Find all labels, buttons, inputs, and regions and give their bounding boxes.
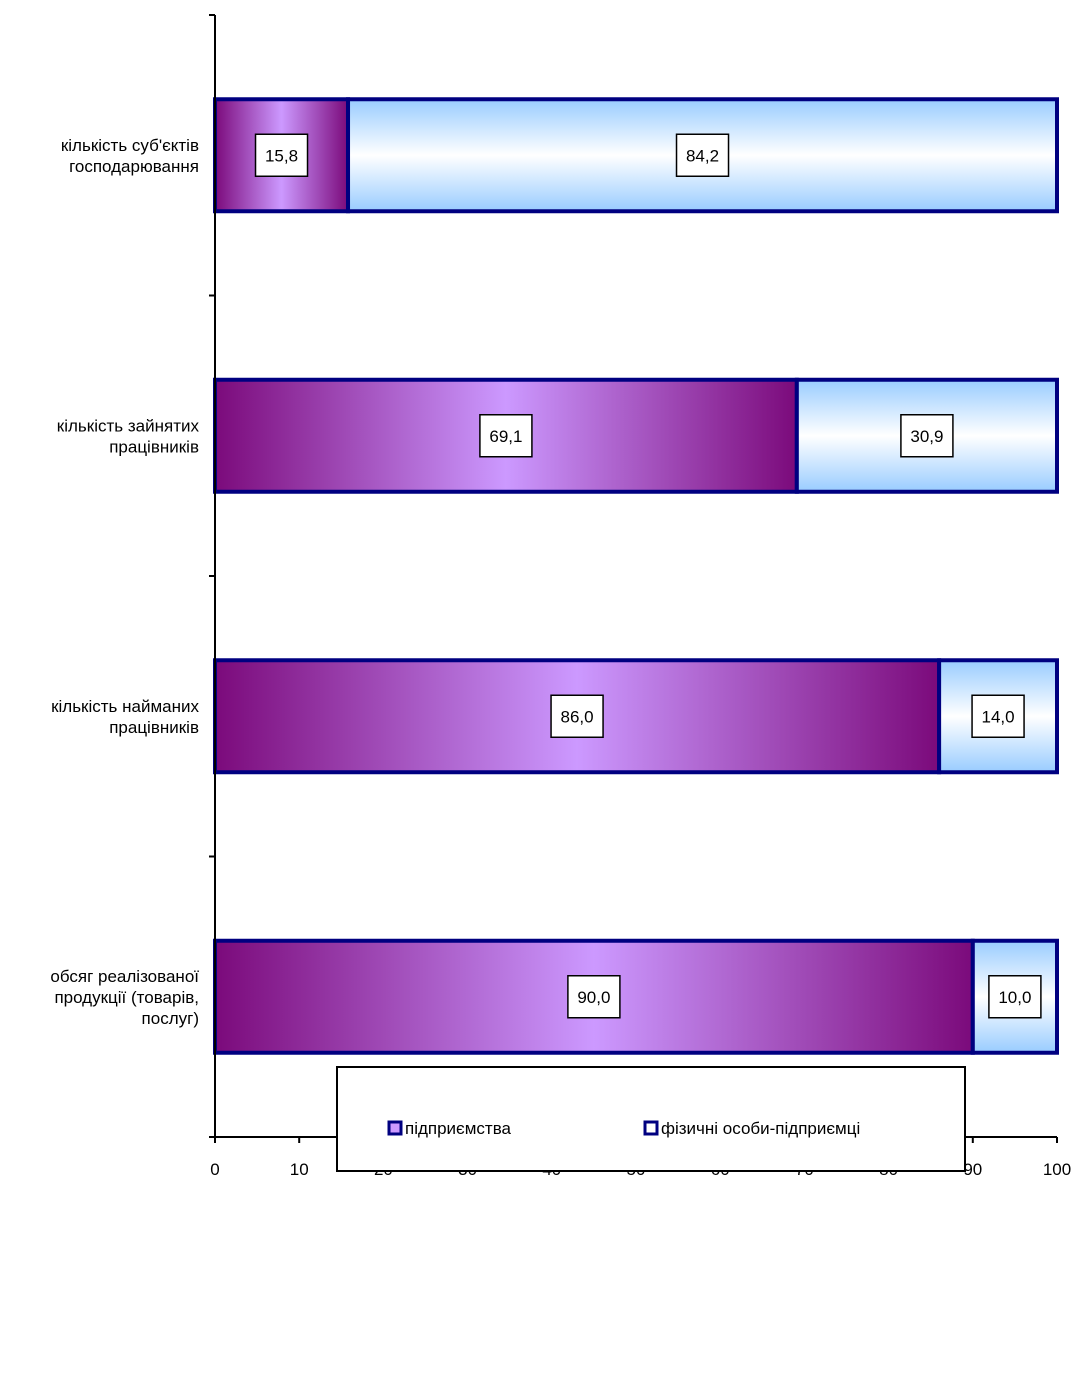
data-label: 86,0 xyxy=(561,707,594,726)
legend: підприємства фізичні особи-підприємці xyxy=(336,1066,966,1172)
data-label-box xyxy=(479,414,533,458)
category-label: кількість суб'єктів господарювання xyxy=(61,136,199,176)
legend-label-series-2: фізичні особи-підприємці xyxy=(661,1119,860,1138)
data-label: 15,8 xyxy=(265,146,298,165)
category-labels: кількість суб'єктів господарюваннякількіс… xyxy=(50,136,199,1028)
data-label-box xyxy=(900,414,954,458)
data-label: 10,0 xyxy=(998,988,1031,1007)
data-label-box xyxy=(988,975,1042,1019)
category-label: кількість найманих працівників xyxy=(51,697,199,737)
x-tick-label: 0 xyxy=(210,1160,219,1179)
legend-label-series-1: підприємства xyxy=(405,1119,512,1138)
data-labels: 15,8 84,2 69,1 30,9 86,0 14,0 90,0 10,0 xyxy=(254,133,1042,1019)
category-label-line: продукції (товарів, xyxy=(54,988,199,1007)
category-label: кількість зайнятих працівників xyxy=(57,416,200,456)
data-label: 84,2 xyxy=(686,146,719,165)
category-label-line: працівників xyxy=(109,718,199,737)
legend-box xyxy=(336,1066,966,1172)
category-label-line: кількість найманих xyxy=(51,697,199,716)
data-label-box xyxy=(254,133,309,177)
x-tick-label: 10 xyxy=(290,1160,309,1179)
data-label-box xyxy=(550,694,604,738)
data-label: 90,0 xyxy=(577,988,610,1007)
data-label-box xyxy=(567,975,621,1019)
category-label-line: кількість суб'єктів xyxy=(61,136,199,155)
legend-swatch-series-1 xyxy=(387,1120,403,1136)
legend-swatch-series-2 xyxy=(643,1120,659,1136)
category-label-line: послуг) xyxy=(142,1009,199,1028)
data-label: 30,9 xyxy=(910,427,943,446)
category-label: обсяг реалізованої продукції (товарів, пос… xyxy=(50,967,199,1028)
data-label: 14,0 xyxy=(982,707,1015,726)
category-label-line: обсяг реалізованої xyxy=(50,967,199,986)
category-label-line: працівників xyxy=(109,437,199,456)
x-tick-label: 90 xyxy=(963,1160,982,1179)
category-label-line: кількість зайнятих xyxy=(57,416,200,435)
bars xyxy=(213,97,1060,1055)
x-tick-label: 100 xyxy=(1043,1160,1071,1179)
data-label-box xyxy=(675,133,730,177)
bar-series-2 xyxy=(970,938,1059,1055)
data-label: 69,1 xyxy=(489,427,522,446)
category-label-line: господарювання xyxy=(69,157,199,176)
data-label-box xyxy=(971,694,1025,738)
